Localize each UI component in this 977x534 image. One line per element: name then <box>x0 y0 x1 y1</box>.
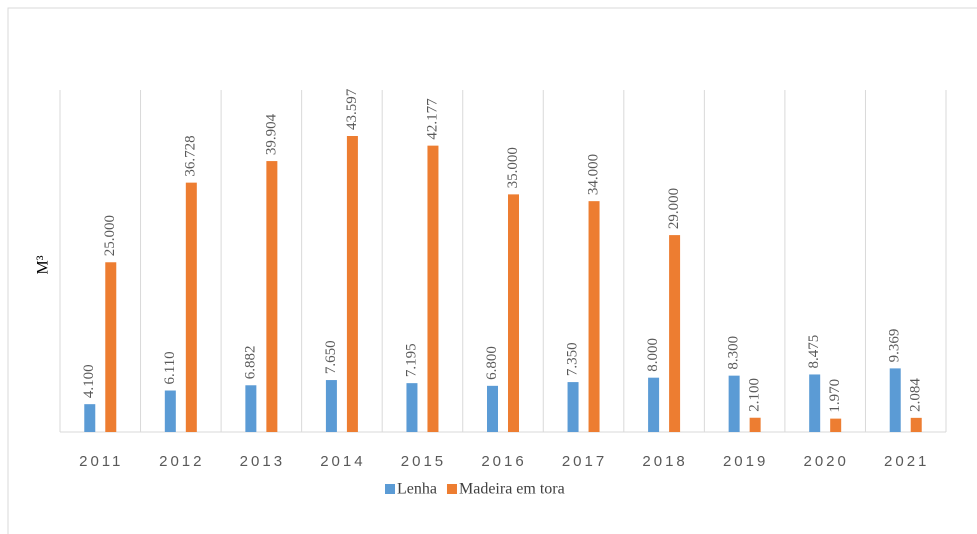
x-tick-label: 2019 <box>723 453 768 470</box>
value-label: 34.000 <box>585 154 601 195</box>
bar <box>245 385 257 432</box>
x-tick-label: 2012 <box>159 453 204 470</box>
value-label: 8.475 <box>806 335 822 369</box>
legend-swatch <box>385 484 395 494</box>
bar <box>406 383 418 432</box>
value-label: 35.000 <box>505 147 521 188</box>
value-label: 4.100 <box>81 364 97 398</box>
bar <box>266 161 278 432</box>
value-label: 9.369 <box>887 329 903 363</box>
legend-label: Lenha <box>397 481 437 498</box>
bar <box>567 382 579 432</box>
bar <box>830 418 842 432</box>
chart-border <box>7 7 977 534</box>
x-tick-label: 2018 <box>642 453 687 470</box>
value-label: 43.597 <box>344 88 360 130</box>
value-label: 7.195 <box>403 343 419 377</box>
bar <box>164 390 176 432</box>
bar <box>105 262 117 432</box>
legend-swatch <box>446 484 457 494</box>
bar <box>185 182 197 432</box>
value-label: 1.970 <box>827 379 843 413</box>
legend-label: Madeira em tora <box>459 481 565 498</box>
x-tick-label: 2017 <box>562 453 607 470</box>
value-label: 36.728 <box>183 135 199 176</box>
bar <box>749 417 761 432</box>
value-label: 2.100 <box>747 378 763 412</box>
value-label: 39.904 <box>263 113 279 155</box>
bar <box>508 194 519 432</box>
y-axis-label: M³ <box>35 255 52 274</box>
bar <box>809 374 821 432</box>
x-tick-label: 2013 <box>240 453 285 470</box>
value-label: 8.300 <box>726 336 742 370</box>
x-tick-label: 2014 <box>320 453 365 470</box>
x-tick-label: 2021 <box>884 453 929 470</box>
bar <box>669 235 681 432</box>
bar <box>588 201 600 432</box>
x-tick-label: 2015 <box>401 453 446 470</box>
value-label: 42.177 <box>424 98 440 140</box>
value-label: 7.350 <box>564 342 580 376</box>
value-label: 29.000 <box>666 188 682 229</box>
bar <box>346 136 358 432</box>
bar <box>728 375 740 432</box>
value-label: 2.084 <box>908 378 924 412</box>
bar <box>325 380 337 432</box>
value-label: 25.000 <box>102 215 118 256</box>
value-label: 8.000 <box>645 338 661 372</box>
x-tick-label: 2011 <box>79 453 123 470</box>
x-tick-label: 2016 <box>481 453 526 470</box>
value-label: 6.800 <box>484 346 500 380</box>
bar <box>84 404 96 432</box>
value-label: 7.650 <box>323 340 339 374</box>
bar <box>487 385 498 432</box>
value-label: 6.110 <box>162 351 178 384</box>
value-label: 6.882 <box>242 346 258 380</box>
bar <box>648 377 660 432</box>
bar <box>889 368 901 432</box>
bar <box>427 145 439 432</box>
x-tick-label: 2020 <box>803 453 848 470</box>
bar <box>910 417 922 432</box>
